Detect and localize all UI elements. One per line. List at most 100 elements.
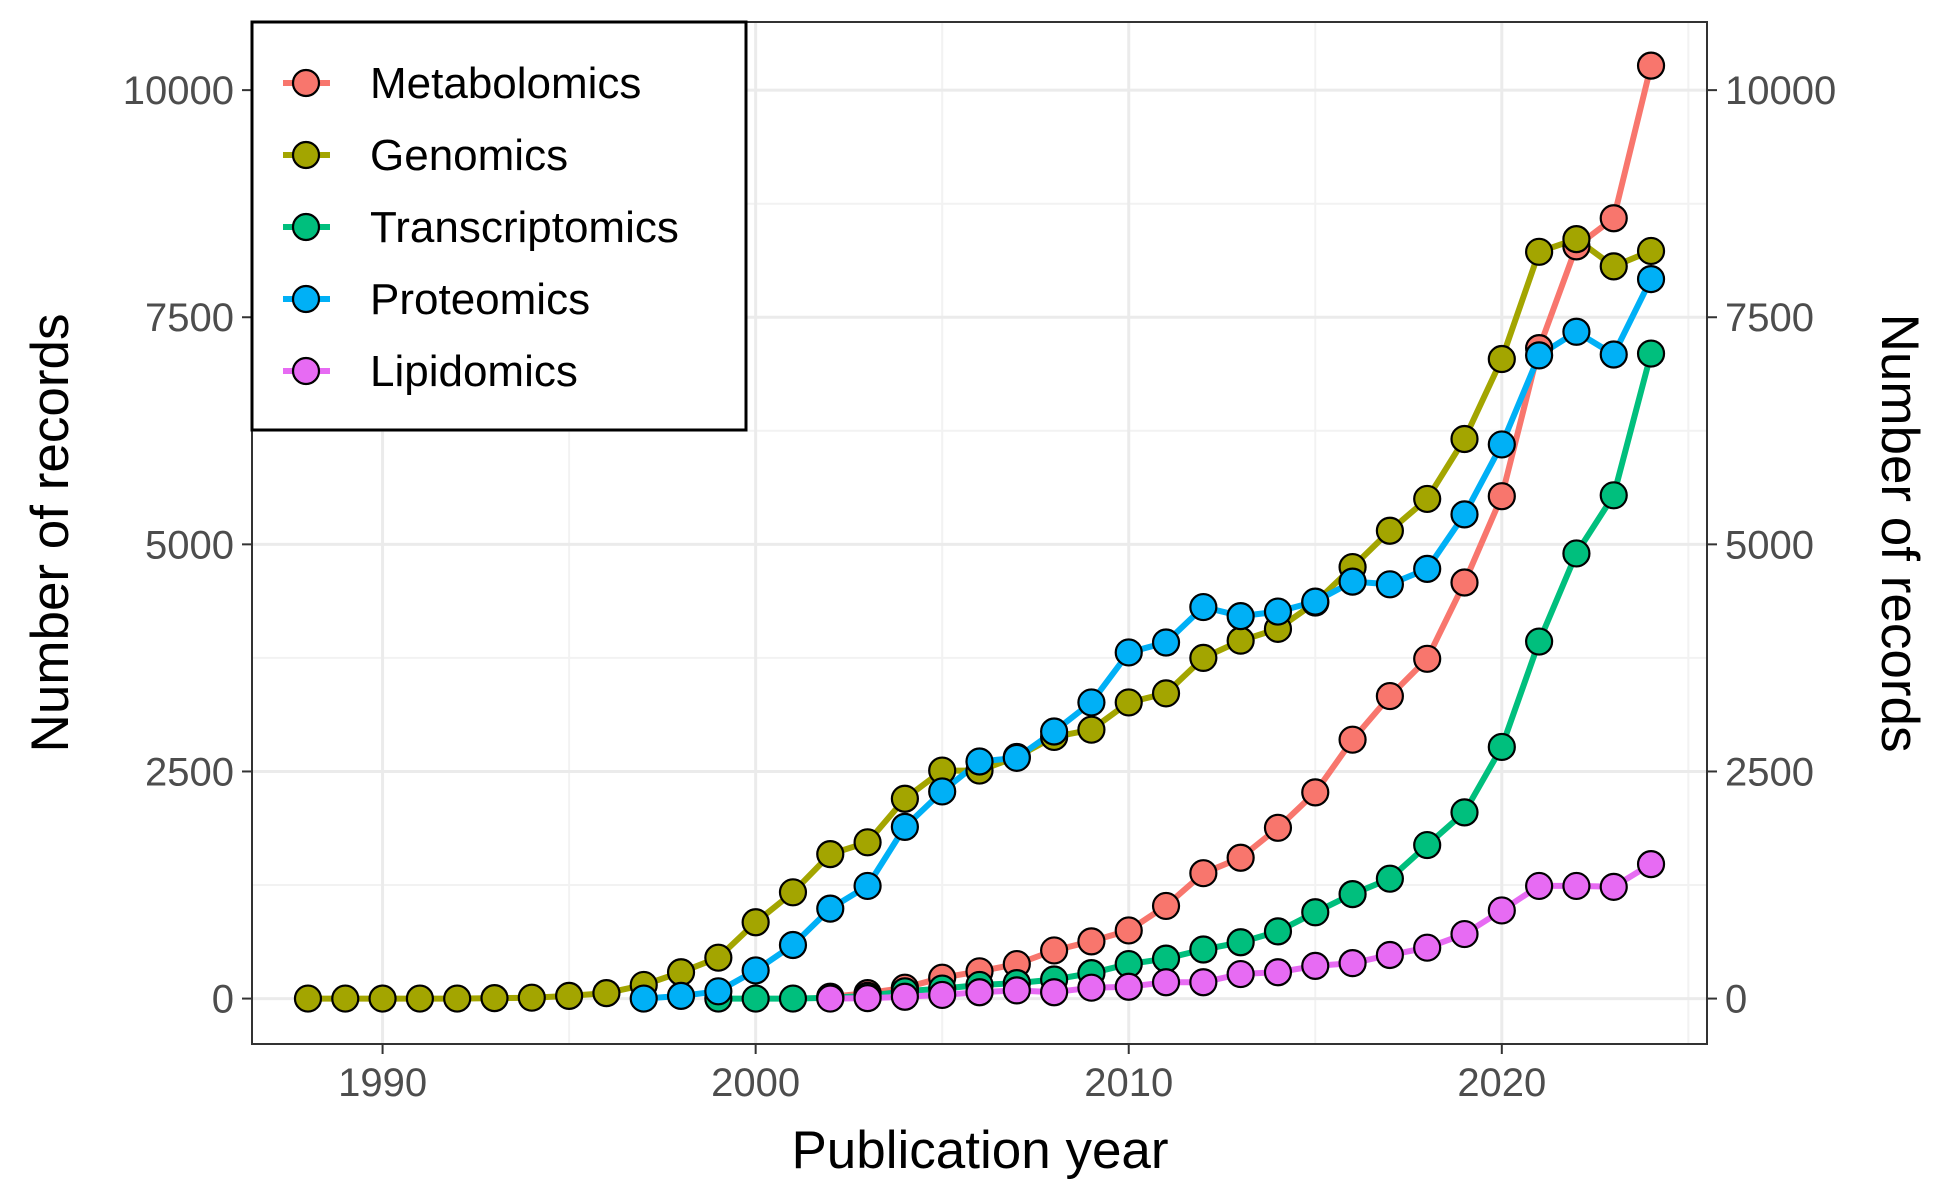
data-point-transcriptomics xyxy=(1636,339,1666,368)
data-point-transcriptomics xyxy=(1375,864,1404,893)
data-point-proteomics xyxy=(1114,638,1143,667)
data-point-proteomics xyxy=(1599,340,1628,369)
data-point-proteomics xyxy=(1002,743,1031,772)
data-point-lipidomics xyxy=(1338,949,1367,978)
data-point-proteomics xyxy=(629,984,658,1013)
data-point-transcriptomics xyxy=(1487,732,1516,762)
data-point-genomics xyxy=(741,908,770,937)
data-point-transcriptomics xyxy=(1226,928,1255,957)
data-point-lipidomics xyxy=(1487,896,1516,925)
data-point-metabolomics xyxy=(1338,725,1367,754)
data-point-lipidomics xyxy=(853,984,882,1013)
data-point-metabolomics xyxy=(1413,644,1442,673)
data-point-transcriptomics xyxy=(1525,627,1554,656)
data-point-transcriptomics xyxy=(1413,830,1442,860)
legend-key-point-proteomics xyxy=(291,284,321,314)
y-tick-label-right: 0 xyxy=(1725,978,1747,1022)
data-point-lipidomics xyxy=(1525,871,1554,901)
data-point-lipidomics xyxy=(1263,958,1293,987)
series-line-proteomics xyxy=(640,276,1654,1002)
data-point-genomics xyxy=(517,983,546,1012)
data-point-genomics xyxy=(704,943,733,972)
data-point-proteomics xyxy=(816,894,845,923)
data-point-genomics xyxy=(1636,236,1666,266)
y-tick-label-left: 5000 xyxy=(145,523,234,567)
y-tick-label-right: 10000 xyxy=(1725,69,1836,113)
data-point-lipidomics xyxy=(890,982,919,1011)
data-point-proteomics xyxy=(741,956,770,985)
data-point-lipidomics xyxy=(816,984,845,1013)
data-point-genomics xyxy=(368,984,397,1013)
data-point-metabolomics xyxy=(1077,927,1106,956)
data-point-proteomics xyxy=(1562,317,1591,346)
data-point-transcriptomics xyxy=(1338,880,1367,909)
data-point-genomics xyxy=(1375,516,1404,545)
data-point-genomics xyxy=(1151,679,1181,708)
data-point-transcriptomics xyxy=(1562,539,1591,568)
data-point-proteomics xyxy=(704,977,733,1006)
data-point-proteomics xyxy=(1636,264,1666,294)
data-point-lipidomics xyxy=(1077,973,1106,1002)
data-point-genomics xyxy=(1525,237,1554,266)
legend-key-point-lipidomics xyxy=(291,356,321,386)
data-point-metabolomics xyxy=(1450,568,1479,597)
data-point-genomics xyxy=(1189,643,1218,673)
legend-key-point-transcriptomics xyxy=(291,212,321,242)
data-point-proteomics xyxy=(1525,341,1554,370)
data-point-genomics xyxy=(1450,424,1479,454)
data-point-metabolomics xyxy=(1487,482,1516,511)
data-point-proteomics xyxy=(1040,717,1069,746)
data-point-proteomics xyxy=(666,981,696,1010)
data-point-transcriptomics xyxy=(1189,935,1218,964)
legend-label-genomics: Genomics xyxy=(370,131,568,180)
data-point-proteomics xyxy=(965,747,994,776)
data-point-lipidomics xyxy=(1151,968,1181,997)
x-tick-label: 1990 xyxy=(338,1061,427,1105)
data-point-genomics xyxy=(293,984,323,1013)
data-point-lipidomics xyxy=(1040,978,1069,1007)
data-point-metabolomics xyxy=(1263,813,1293,842)
data-point-genomics xyxy=(816,840,845,869)
data-point-metabolomics xyxy=(1301,778,1330,807)
data-point-genomics xyxy=(331,984,360,1013)
data-point-metabolomics xyxy=(1226,843,1255,872)
data-point-lipidomics xyxy=(965,978,994,1007)
x-tick-label: 2020 xyxy=(1457,1061,1546,1105)
y-tick-label-left: 7500 xyxy=(145,296,234,340)
data-point-genomics xyxy=(1562,225,1591,254)
data-point-proteomics xyxy=(1301,587,1330,616)
series-points xyxy=(293,51,1666,1013)
data-point-genomics xyxy=(1077,715,1106,744)
data-point-transcriptomics xyxy=(1151,944,1181,973)
data-point-lipidomics xyxy=(1189,968,1218,997)
legend-box xyxy=(250,20,748,432)
data-point-metabolomics xyxy=(1189,859,1218,888)
x-tick-label: 2000 xyxy=(711,1061,800,1105)
data-point-proteomics xyxy=(1226,602,1255,631)
data-point-metabolomics xyxy=(1040,936,1069,965)
data-point-transcriptomics xyxy=(1450,798,1479,827)
y-tick-label-left: 0 xyxy=(212,978,234,1022)
legend-key-point-metabolomics xyxy=(291,68,321,98)
data-point-metabolomics xyxy=(1375,681,1404,711)
data-point-proteomics xyxy=(778,930,808,960)
data-point-proteomics xyxy=(1077,688,1106,717)
plot-border xyxy=(251,21,1708,1045)
data-point-lipidomics xyxy=(1114,972,1143,1001)
data-point-proteomics xyxy=(890,812,919,841)
y-tick-label-right: 7500 xyxy=(1725,296,1814,340)
y-axis-title-right: Number of records xyxy=(1870,314,1929,753)
data-point-lipidomics xyxy=(1636,850,1666,879)
legend-label-transcriptomics: Transcriptomics xyxy=(370,203,679,252)
data-point-lipidomics xyxy=(1562,871,1591,901)
y-tick-label-right: 2500 xyxy=(1725,750,1814,794)
data-point-proteomics xyxy=(1375,570,1404,599)
data-point-transcriptomics xyxy=(1263,917,1293,946)
axis-ticks xyxy=(242,89,1717,1054)
y-tick-label-left: 2500 xyxy=(145,750,234,794)
data-point-genomics xyxy=(1487,344,1516,374)
data-point-lipidomics xyxy=(1450,919,1479,949)
data-point-lipidomics xyxy=(1002,976,1031,1005)
data-point-genomics xyxy=(405,984,434,1013)
data-point-genomics xyxy=(853,828,882,857)
